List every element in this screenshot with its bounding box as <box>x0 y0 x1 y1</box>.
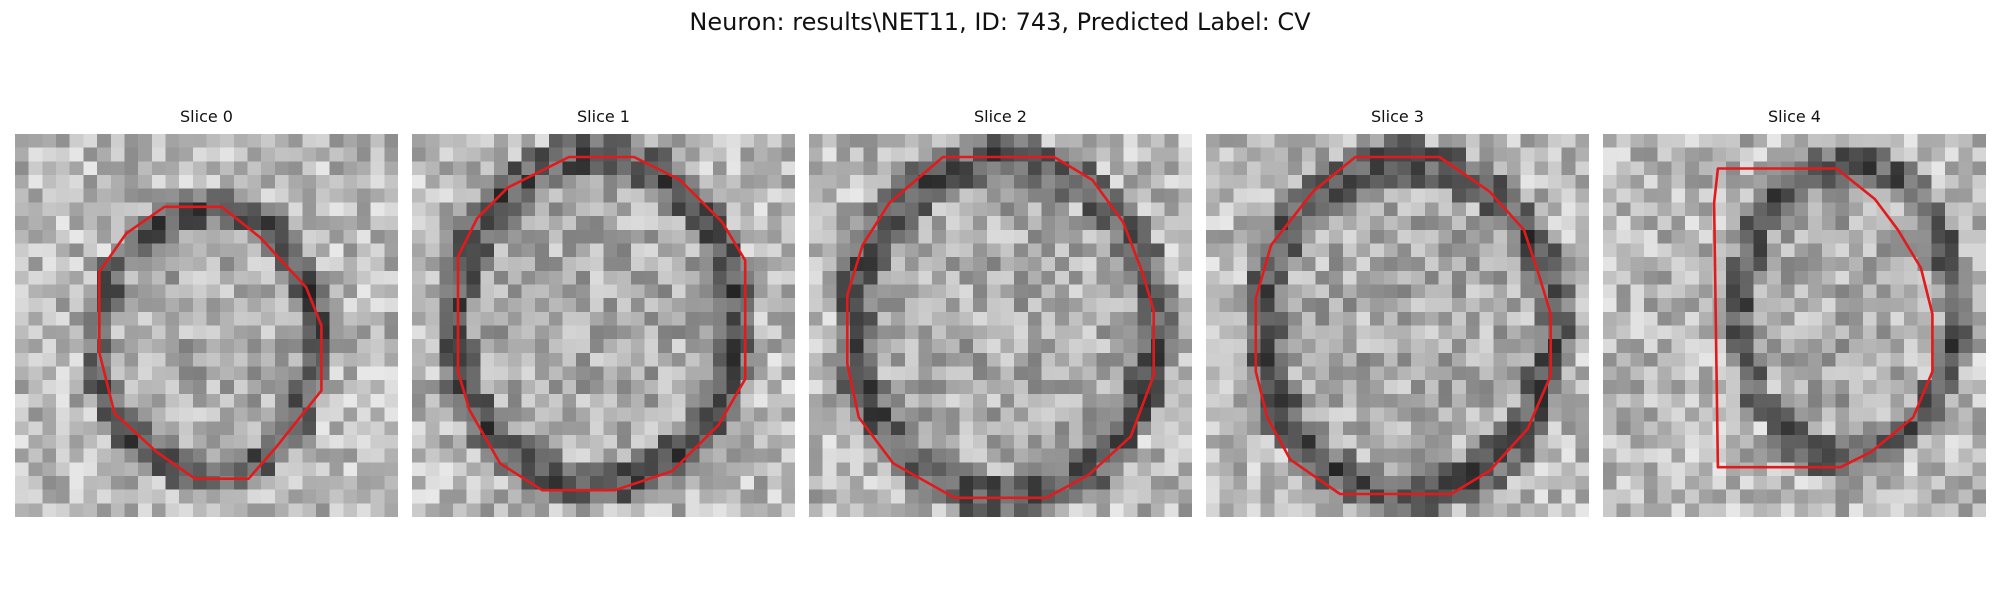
slice-image <box>809 134 1192 517</box>
slice-panel-3: Slice 3 <box>1206 104 1589 517</box>
slice-panel-2: Slice 2 <box>809 104 1192 517</box>
slice-image <box>1603 134 1986 517</box>
slice-image <box>412 134 795 517</box>
segmentation-contour <box>1254 155 1553 496</box>
slice-title: Slice 2 <box>974 107 1027 126</box>
slice-title: Slice 3 <box>1371 107 1424 126</box>
segmentation-contour <box>1712 167 1934 469</box>
segmentation-contour <box>845 155 1156 500</box>
slice-panel-1: Slice 1 <box>412 104 795 517</box>
figure-title: Neuron: results\NET11, ID: 743, Predicte… <box>689 8 1311 36</box>
slice-image <box>1206 134 1589 517</box>
slice-panel-0: Slice 0 <box>15 104 398 517</box>
slice-title: Slice 4 <box>1768 107 1821 126</box>
slice-title: Slice 0 <box>180 107 233 126</box>
slice-panel-4: Slice 4 <box>1603 104 1986 517</box>
segmentation-contour <box>456 155 747 492</box>
slice-title: Slice 1 <box>577 107 630 126</box>
slice-image <box>15 134 398 517</box>
segmentation-contour <box>98 205 323 481</box>
